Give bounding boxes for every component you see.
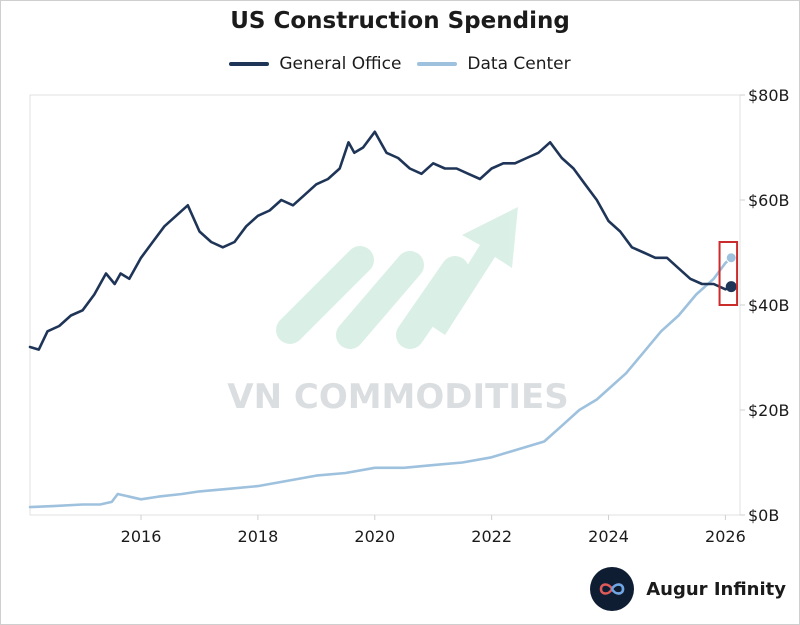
y-tick-label: $0B [748, 506, 779, 525]
legend-label-data-center: Data Center [467, 54, 571, 74]
x-tick-label: 2026 [705, 527, 746, 546]
y-tick-label: $80B [748, 86, 790, 105]
series-endpoint-data-center [725, 252, 737, 264]
legend-swatch-general-office [229, 62, 270, 66]
brand-mark: Augur Infinity [590, 567, 786, 611]
watermark-logo-icon [276, 207, 518, 349]
x-tick-label: 2022 [471, 527, 512, 546]
legend-item-general-office: General Office [229, 54, 401, 74]
x-tick-label: 2020 [354, 527, 395, 546]
y-tick-label: $40B [748, 296, 790, 315]
series-endpoint-general-office [725, 281, 737, 293]
brand-name: Augur Infinity [646, 578, 786, 600]
y-tick-label: $60B [748, 191, 790, 210]
series-line-general-office [28, 130, 733, 351]
infinity-logo-icon [590, 567, 635, 611]
legend-item-data-center: Data Center [417, 54, 571, 74]
highlight-box [718, 241, 739, 306]
legend-label-general-office: General Office [279, 54, 402, 74]
series-line-data-center [28, 256, 733, 509]
x-tick-label: 2016 [121, 527, 162, 546]
chart-title: US Construction Spending [230, 8, 570, 34]
chart-legend: General Office Data Center [0, 54, 800, 74]
x-tick-label: 2024 [588, 527, 629, 546]
legend-swatch-data-center [417, 62, 458, 66]
x-tick-label: 2018 [238, 527, 279, 546]
y-tick-label: $20B [748, 401, 790, 420]
watermark-text: VN COMMODITIES [227, 377, 568, 417]
